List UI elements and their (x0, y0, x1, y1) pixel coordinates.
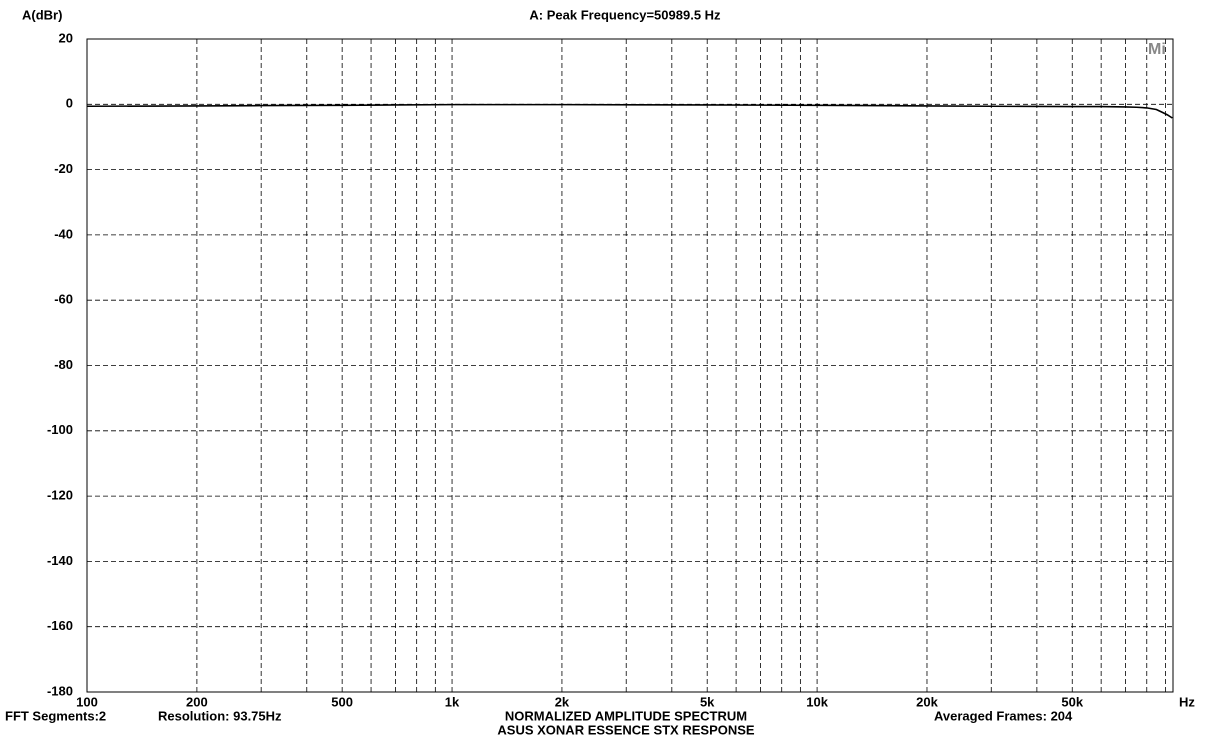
x-tick-label: 50k (1061, 694, 1083, 709)
caption: ASUS XONAR ESSENCE STX RESPONSE (497, 722, 754, 737)
y-tick-label: -20 (54, 161, 73, 176)
x-tick-label: 100 (76, 694, 98, 709)
y-tick-label: -40 (54, 226, 73, 241)
y-tick-label: -80 (54, 357, 73, 372)
fft-segments: FFT Segments:2 (5, 708, 106, 723)
y-tick-label: -60 (54, 292, 73, 307)
x-tick-label: 200 (186, 694, 208, 709)
x-tick-label: 2k (555, 694, 570, 709)
x-tick-label: 20k (916, 694, 938, 709)
y-tick-label: -180 (47, 683, 73, 698)
x-tick-label: 1k (445, 694, 460, 709)
y-tick-label: -120 (47, 488, 73, 503)
y-axis-label: A(dBr) (22, 7, 62, 22)
y-tick-label: 0 (66, 96, 73, 111)
x-tick-label: 500 (331, 694, 353, 709)
y-tick-label: -100 (47, 422, 73, 437)
resolution: Resolution: 93.75Hz (158, 708, 282, 723)
subtitle: NORMALIZED AMPLITUDE SPECTRUM (505, 708, 747, 723)
averaged-frames: Averaged Frames: 204 (934, 708, 1073, 723)
y-tick-label: -160 (47, 618, 73, 633)
series-line (86, 103, 1173, 119)
y-tick-label: 20 (59, 30, 73, 45)
x-axis-label: Hz (1179, 694, 1195, 709)
y-tick-label: -140 (47, 553, 73, 568)
x-tick-label: 10k (806, 694, 828, 709)
logo: Mi (1148, 41, 1166, 58)
chart-title: A: Peak Frequency=50989.5 Hz (529, 7, 721, 22)
x-tick-label: 5k (700, 694, 715, 709)
